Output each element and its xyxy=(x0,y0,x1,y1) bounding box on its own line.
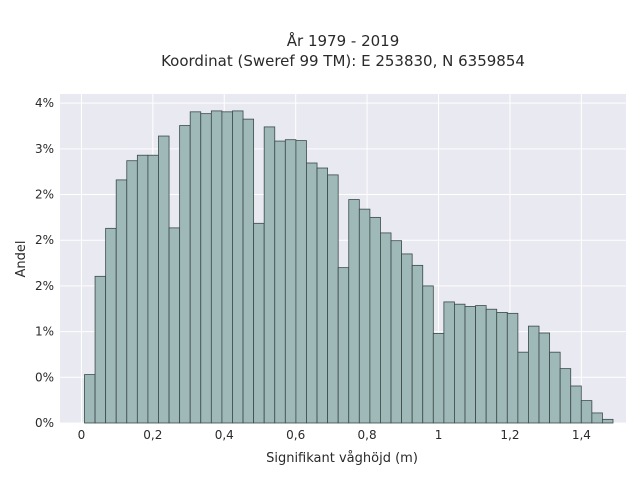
y-tick-label: 1% xyxy=(35,325,54,339)
x-tick-label: 0,4 xyxy=(215,428,234,442)
histogram-bar xyxy=(306,162,318,424)
histogram-bar xyxy=(369,216,381,424)
histogram-bar xyxy=(591,412,603,424)
histogram-bar xyxy=(115,179,128,424)
histogram-bar xyxy=(506,312,519,424)
histogram-bar xyxy=(105,227,117,424)
y-tick-label: 4% xyxy=(35,96,54,110)
x-axis-label: Signifikant våghöjd (m) xyxy=(266,451,418,466)
y-tick-label: 0% xyxy=(35,370,54,384)
x-tick-label: 0 xyxy=(78,428,86,442)
histogram-bar xyxy=(559,368,572,424)
histogram-bar xyxy=(179,125,191,424)
histogram-bar xyxy=(602,418,614,424)
histogram-bar xyxy=(538,332,550,424)
histogram-bar xyxy=(210,110,223,424)
histogram-bar xyxy=(232,110,244,424)
histogram-bar xyxy=(242,118,255,424)
histogram-bar xyxy=(136,154,149,424)
histogram-bar xyxy=(380,232,392,424)
histogram-bar xyxy=(485,308,498,424)
histogram-bar xyxy=(126,160,138,424)
y-tick-label: 3% xyxy=(35,142,54,156)
histogram-bar xyxy=(549,351,561,424)
chart-title: År 1979 - 2019 xyxy=(287,31,400,50)
histogram-bar xyxy=(295,140,307,424)
histogram-bar xyxy=(316,167,329,424)
y-tick-label: 2% xyxy=(35,188,54,202)
histogram-bar xyxy=(94,275,107,424)
x-tick-label: 0,2 xyxy=(143,428,162,442)
histogram-bar xyxy=(337,267,350,424)
histogram-bar xyxy=(570,385,582,424)
x-tick-label: 1,2 xyxy=(500,428,519,442)
histogram-bar xyxy=(284,139,297,424)
y-tick-label: 0% xyxy=(35,416,54,430)
histogram-bar xyxy=(411,264,424,424)
histogram-bar xyxy=(168,227,181,424)
x-tick-label: 1,4 xyxy=(572,428,591,442)
histogram-bar xyxy=(200,113,212,424)
histogram-bar xyxy=(454,303,466,424)
x-tick-label: 0,8 xyxy=(358,428,377,442)
histogram-bar xyxy=(517,351,529,424)
histogram-bar xyxy=(253,222,265,424)
x-tick-label: 1 xyxy=(435,428,443,442)
histogram-bar xyxy=(158,135,170,424)
histogram-bar xyxy=(348,199,360,424)
histogram-bar xyxy=(147,154,159,424)
histogram-bar xyxy=(189,111,202,424)
histogram-bar xyxy=(390,240,402,424)
chart-subtitle: Koordinat (Sweref 99 TM): E 253830, N 63… xyxy=(161,52,525,70)
histogram-bar xyxy=(432,333,445,424)
x-tick-label: 0,6 xyxy=(286,428,305,442)
histogram-bar xyxy=(528,325,540,424)
histogram-bar xyxy=(358,208,371,424)
histogram-bar xyxy=(401,253,413,424)
histogram-bar xyxy=(274,140,286,424)
y-tick-label: 2% xyxy=(35,233,54,247)
histogram-bar xyxy=(221,111,233,424)
histogram-bar xyxy=(263,126,276,424)
histogram-bar xyxy=(496,312,508,424)
histogram-bar xyxy=(580,400,593,424)
histogram-bar xyxy=(464,306,476,424)
histogram-bar xyxy=(475,305,487,424)
y-tick-label: 2% xyxy=(35,279,54,293)
histogram-bar xyxy=(327,174,339,424)
histogram-bar xyxy=(422,285,434,424)
x-axis-ticks: 0 0,2 0,4 0,6 0,8 1 1,2 1,4 xyxy=(78,428,591,442)
bars xyxy=(84,110,614,424)
histogram-bar xyxy=(84,374,96,424)
y-axis-label: Andel xyxy=(14,241,29,278)
histogram-bar xyxy=(443,301,455,424)
y-axis-ticks: 0% 0% 1% 2% 2% 2% 3% 4% xyxy=(35,96,54,430)
